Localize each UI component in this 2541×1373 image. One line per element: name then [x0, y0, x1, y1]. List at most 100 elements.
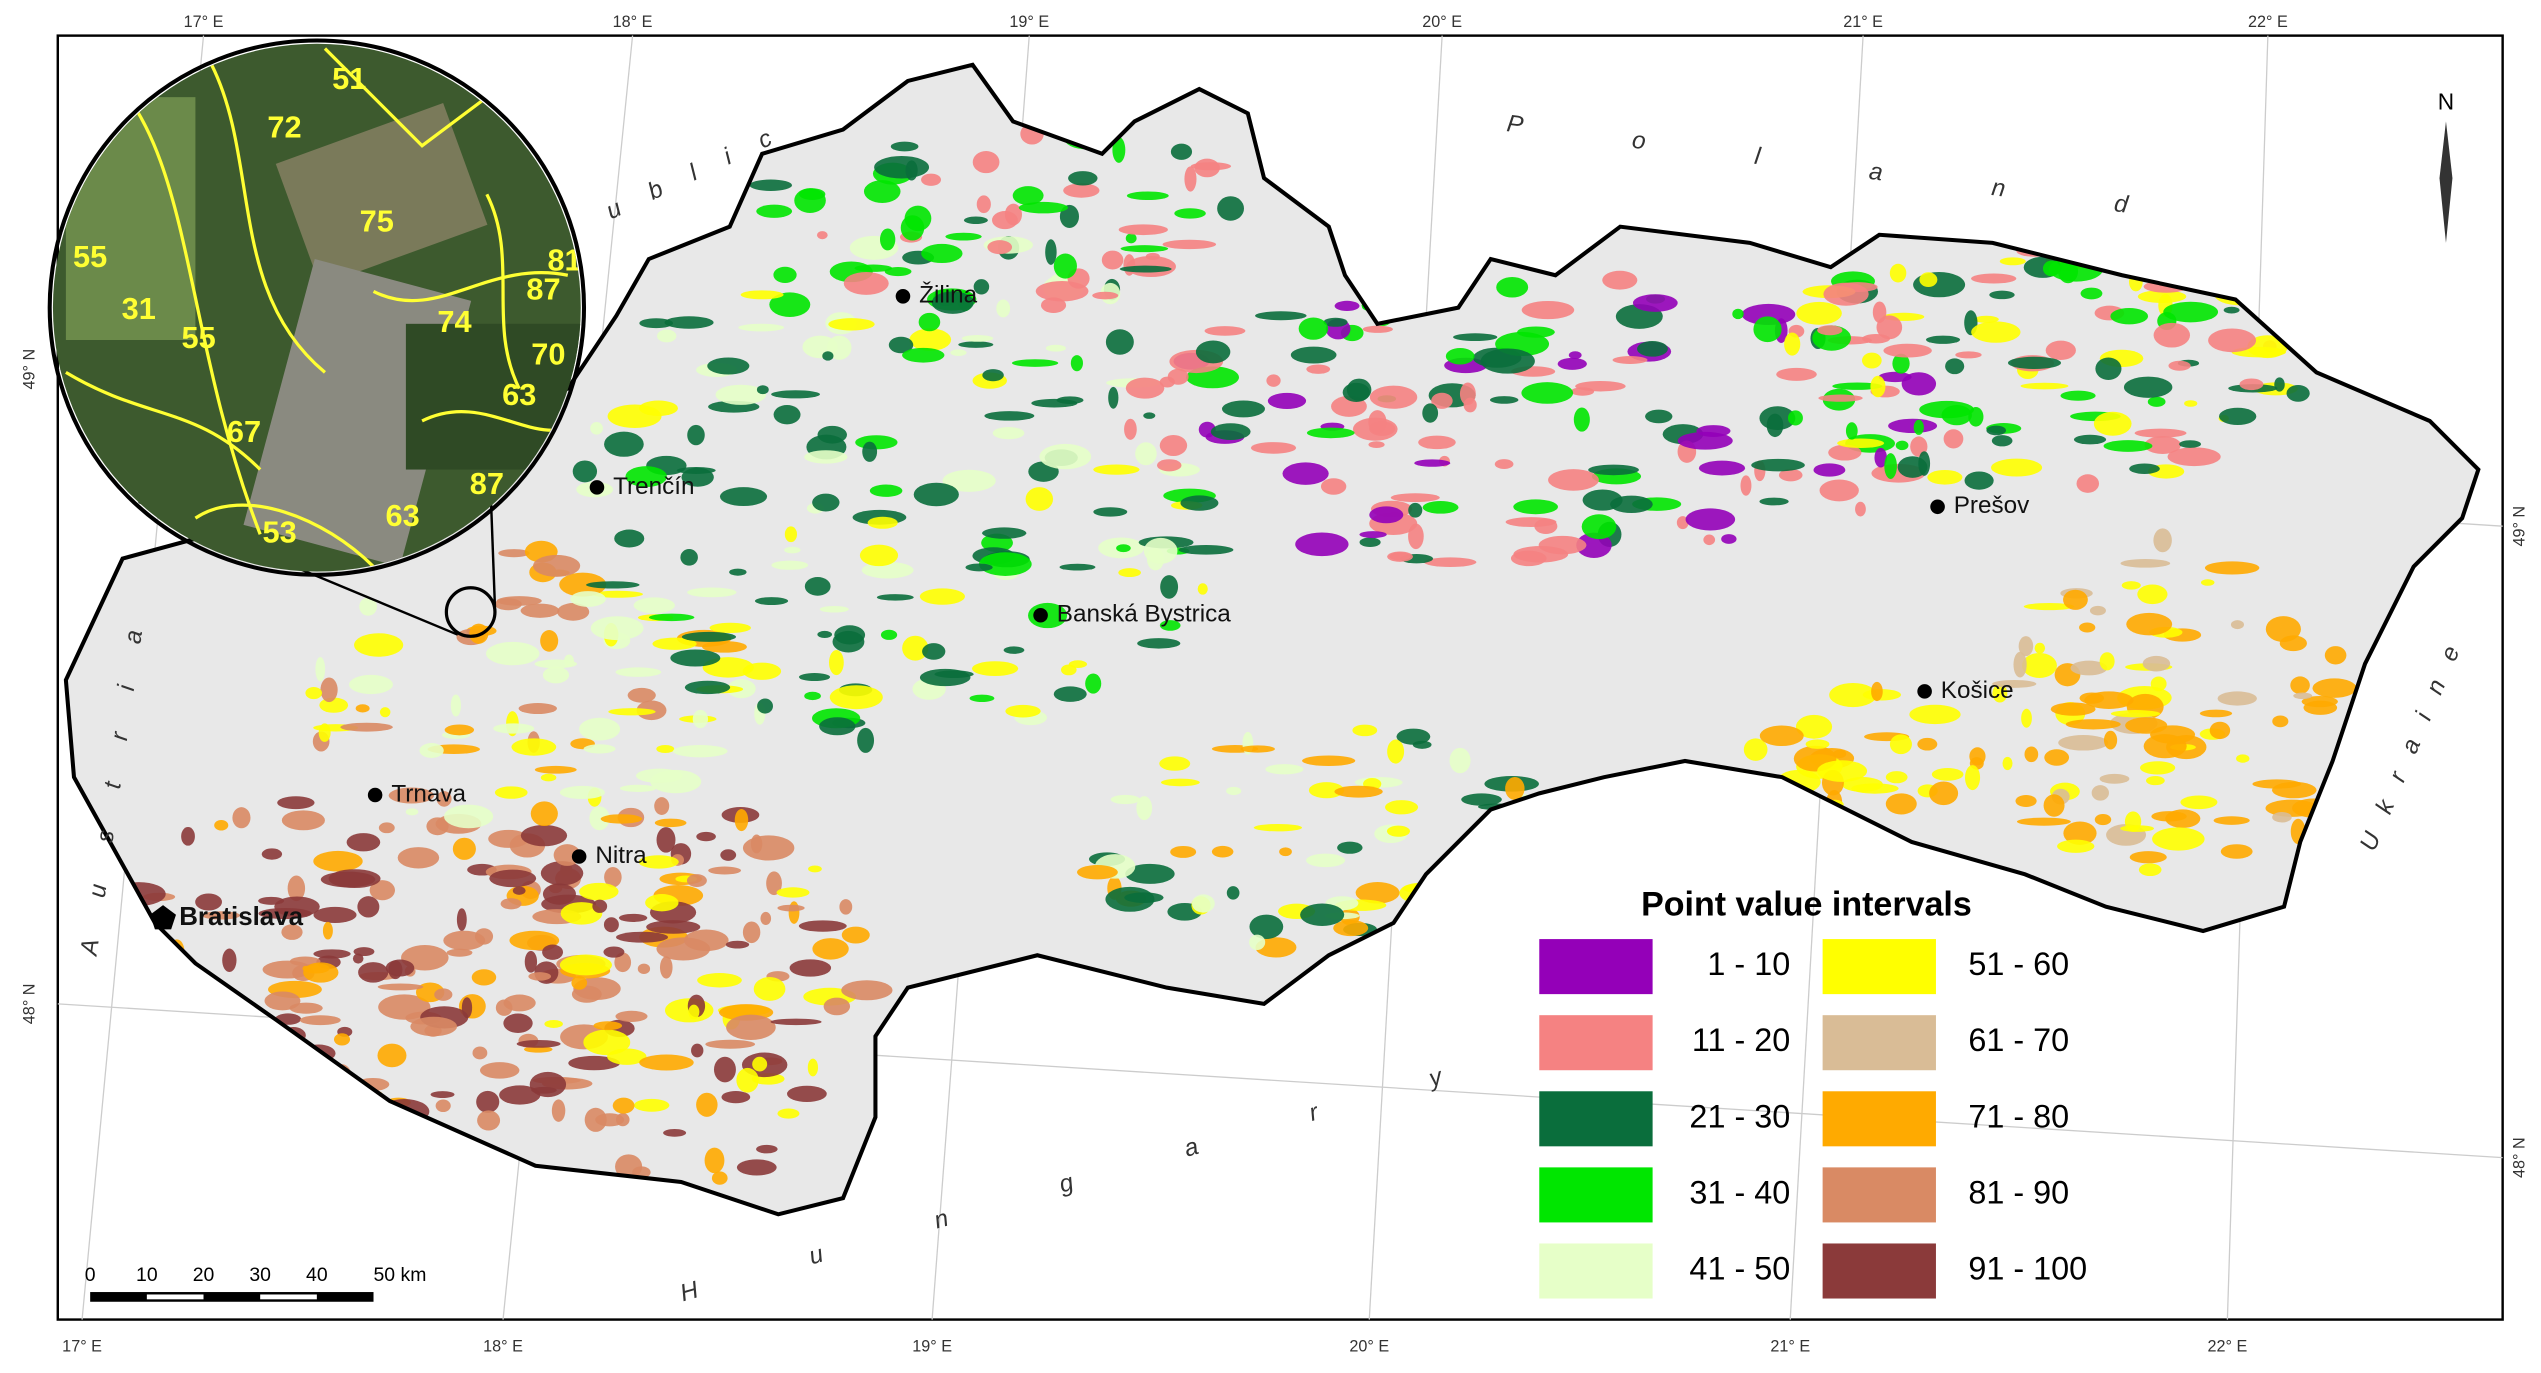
land-patch [1178, 545, 1234, 555]
land-patch [1396, 728, 1431, 745]
land-patch [410, 1016, 458, 1037]
land-patch [1119, 265, 1172, 273]
land-patch [1389, 552, 1411, 561]
land-patch [450, 694, 461, 717]
land-patch [1496, 276, 1529, 298]
land-patch [1265, 764, 1304, 775]
legend-title: Point value intervals [1641, 886, 1972, 924]
land-patch [2271, 781, 2317, 799]
land-patch [771, 560, 809, 570]
land-patch [902, 347, 945, 363]
land-patch [812, 938, 849, 960]
land-patch [488, 829, 530, 848]
land-patch [1045, 344, 1066, 352]
land-patch [2044, 749, 2070, 766]
land-patch [540, 861, 584, 886]
land-patch [1955, 351, 1982, 359]
land-patch [1159, 376, 1175, 388]
land-patch [1740, 475, 1752, 496]
land-patch [1300, 903, 1345, 927]
land-patch [583, 744, 616, 754]
land-patch [711, 1171, 728, 1185]
land-patch [2013, 651, 2027, 678]
land-patch [489, 869, 537, 888]
north-arrow [2439, 121, 2453, 243]
land-patch [1876, 315, 1903, 340]
land-patch [1889, 263, 1907, 283]
land-patch [777, 904, 805, 912]
land-patch [834, 625, 866, 645]
inset-value: 87 [470, 466, 504, 501]
land-patch [615, 667, 662, 677]
land-patch [918, 312, 941, 332]
land-patch [1195, 340, 1231, 364]
land-patch [1538, 535, 1587, 555]
land-patch [1431, 392, 1453, 409]
land-patch [493, 723, 535, 734]
land-patch [614, 529, 645, 548]
land-patch [1548, 469, 1599, 491]
land-patch [740, 290, 784, 300]
land-patch [471, 969, 497, 986]
land-patch [1829, 682, 1877, 708]
land-patch [1011, 359, 1059, 367]
land-patch [931, 291, 974, 314]
land-patch [583, 1029, 631, 1056]
land-patch [859, 544, 899, 567]
land-patch [1226, 886, 1240, 900]
land-patch [571, 975, 588, 990]
land-patch [472, 1046, 488, 1060]
land-patch [593, 1021, 623, 1031]
land-patch [804, 450, 848, 464]
land-patch [579, 717, 621, 741]
land-patch [1226, 786, 1242, 796]
land-patch [2324, 646, 2347, 665]
longitude-label: 20° E [1422, 13, 1462, 31]
land-patch [1819, 479, 1859, 502]
land-patch [738, 323, 785, 332]
land-patch [720, 849, 737, 861]
land-patch [756, 204, 793, 218]
land-patch [385, 959, 415, 977]
land-patch [715, 384, 767, 405]
land-patch [557, 603, 590, 621]
land-patch [1517, 326, 1555, 338]
land-patch [1999, 257, 2026, 266]
land-patch [2129, 463, 2160, 474]
land-patch [902, 635, 929, 661]
land-patch [804, 577, 831, 596]
land-patch [520, 824, 568, 847]
land-patch [1817, 325, 1843, 336]
land-patch [2150, 676, 2167, 692]
legend-label: 61 - 70 [1968, 1022, 2069, 1058]
land-patch [1092, 291, 1119, 300]
latitude-label: 49° N [21, 349, 39, 390]
city-marker [1917, 684, 1932, 699]
land-patch [1925, 335, 1961, 344]
land-patch [987, 240, 1013, 255]
land-patch [742, 835, 795, 861]
latitude-label: 49° N [2511, 506, 2529, 547]
land-patch [2120, 825, 2155, 832]
legend-label: 71 - 80 [1968, 1098, 2069, 1134]
city-label: Žilina [919, 282, 977, 309]
land-patch [503, 1013, 533, 1034]
land-patch [1787, 410, 1803, 426]
land-patch [1352, 724, 1378, 737]
land-patch [1408, 502, 1423, 518]
land-patch [2093, 411, 2132, 436]
land-patch [1480, 348, 1535, 374]
land-patch [1068, 660, 1088, 669]
land-patch [890, 141, 919, 152]
land-patch [1557, 357, 1587, 370]
land-patch [2060, 390, 2096, 401]
land-patch [1359, 537, 1381, 548]
land-patch [776, 887, 810, 898]
inset-value: 53 [262, 514, 296, 549]
land-patch [1776, 367, 1817, 381]
land-patch [369, 880, 395, 901]
land-patch [1180, 495, 1219, 511]
land-patch [1386, 825, 1410, 837]
land-patch [1160, 575, 1179, 599]
city-marker [895, 289, 911, 304]
